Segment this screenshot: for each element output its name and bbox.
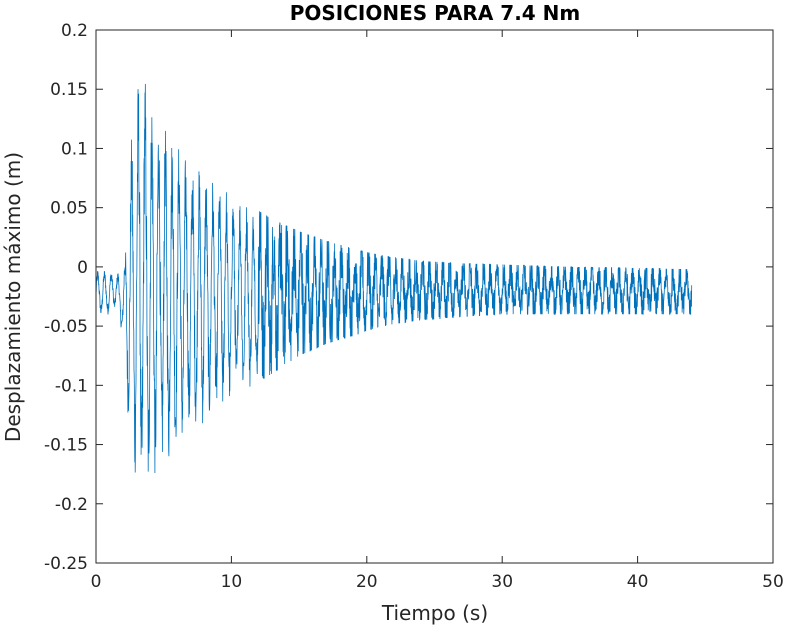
plot-area: [95, 83, 693, 473]
y-axis-label: Desplazamiento máximo (m): [1, 152, 25, 442]
y-tick-label: -0.05: [44, 317, 88, 337]
x-tick-label: 10: [221, 572, 243, 592]
y-tick-label: 0.2: [61, 21, 88, 41]
x-axis-label: Tiempo (s): [381, 601, 488, 625]
signal-series-line: [95, 83, 693, 473]
x-tick-label: 0: [91, 572, 102, 592]
y-tick-label: 0: [77, 258, 88, 278]
plot-frame: [95, 29, 774, 564]
y-tick-label: -0.15: [44, 436, 88, 456]
y-tick-label: 0.05: [50, 199, 88, 219]
x-tick-label: 30: [491, 572, 513, 592]
y-tick-label: -0.25: [44, 554, 88, 574]
y-tick-label: -0.1: [55, 376, 88, 396]
y-tick-label: 0.1: [61, 139, 88, 159]
x-axis: 0 10 20 30 40 50: [91, 30, 784, 592]
x-tick-label: 40: [627, 572, 649, 592]
y-tick-label: -0.2: [55, 495, 88, 515]
x-tick-label: 50: [762, 572, 784, 592]
y-tick-label: 0.15: [50, 80, 88, 100]
y-axis: -0.25 -0.2 -0.15 -0.1 -0.05 0 0.05 0.1 0.15 0.2: [44, 21, 773, 574]
chart-title: POSICIONES PARA 7.4 Nm: [290, 1, 581, 25]
x-tick-label: 20: [356, 572, 378, 592]
